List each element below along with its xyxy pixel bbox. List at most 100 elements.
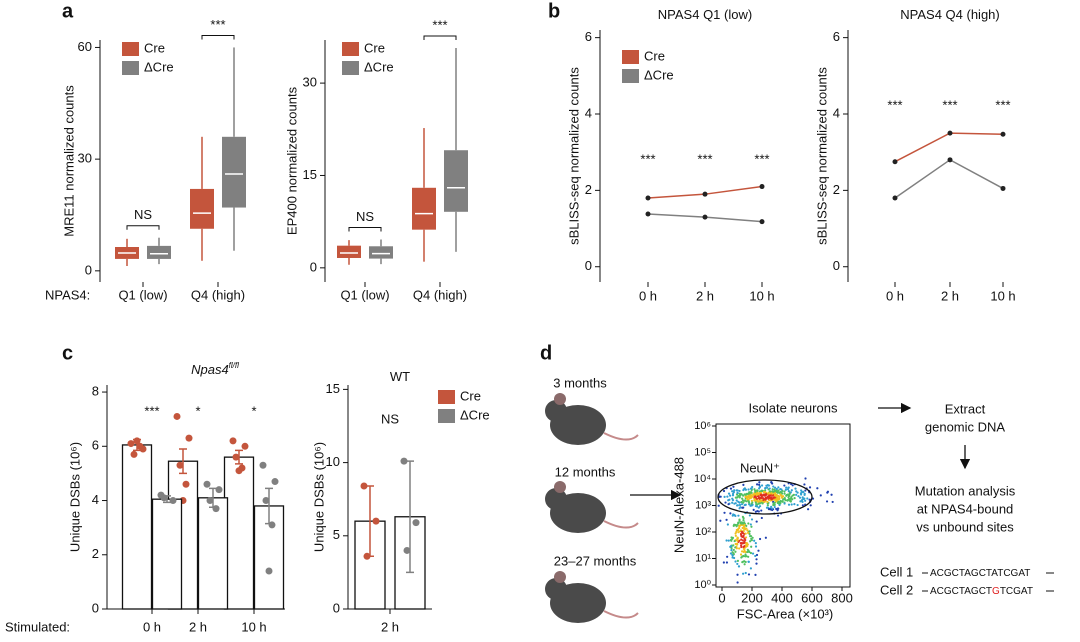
- y-tick-label: 10⁶: [694, 420, 711, 432]
- y-tick-label: 15: [326, 381, 340, 396]
- flow-dot: [786, 499, 789, 502]
- x-tick-label: Q4 (high): [413, 287, 467, 302]
- flow-dot: [787, 486, 790, 489]
- series-line: [894, 158, 1004, 199]
- legend-label: Cre: [644, 48, 665, 63]
- flow-dot: [744, 571, 747, 575]
- bar: [223, 456, 255, 610]
- flow-dot: [796, 491, 799, 494]
- flow-dot: [736, 504, 739, 507]
- flow-dot: [758, 502, 761, 505]
- flow-dot: [733, 513, 736, 517]
- annotation: NS: [356, 209, 374, 224]
- flow-dot: [742, 488, 745, 492]
- flow-dot: [739, 506, 742, 509]
- flow-dot: [743, 540, 746, 543]
- point: [759, 219, 765, 225]
- flow-dot: [725, 539, 728, 542]
- flow-dot: [736, 573, 739, 576]
- title-text: Npas4: [191, 362, 229, 377]
- step-text: genomic DNA: [925, 419, 1006, 434]
- y-tick-label: 30: [78, 151, 92, 166]
- flow-dot: [746, 548, 749, 551]
- dot: [176, 461, 184, 469]
- flow-dot: [756, 489, 759, 493]
- annotation: ***: [697, 151, 712, 166]
- flow-dot: [773, 496, 776, 499]
- dot: [265, 567, 273, 575]
- flow-dot: [739, 532, 743, 536]
- sequence-part: TCGAT: [1000, 586, 1033, 597]
- bracket: [348, 227, 382, 232]
- point: [892, 159, 898, 165]
- y-tick-label: 4: [585, 105, 592, 120]
- flow-dot: [773, 503, 776, 506]
- flow-dot: [723, 511, 726, 514]
- flow-dot: [719, 519, 722, 522]
- flow-dot: [732, 552, 735, 555]
- age-label: 23–27 months: [554, 553, 637, 568]
- sequence: ACGCTAGCTGTCGAT: [930, 586, 1033, 597]
- flow-dot: [732, 491, 735, 494]
- cell-name: Cell 2: [880, 582, 913, 597]
- dot: [182, 480, 190, 488]
- legend-label: ΔCre: [644, 67, 674, 82]
- y-tick-label: 0: [833, 258, 840, 273]
- flow-dot: [766, 500, 769, 504]
- flow-dot: [736, 562, 739, 566]
- flow-dot: [767, 484, 771, 487]
- flow-dot: [722, 489, 726, 493]
- annotation: ***: [942, 97, 957, 112]
- y-tick-label: 6: [92, 438, 99, 453]
- chart-title: WT: [390, 369, 410, 384]
- point: [1000, 131, 1006, 137]
- legend-swatch: [622, 50, 639, 64]
- flow-dot: [766, 486, 769, 489]
- flow-dot: [740, 556, 743, 559]
- flow-dot: [771, 490, 774, 493]
- flow-dot: [765, 506, 769, 509]
- annotation: ***: [432, 17, 447, 32]
- flow-dot: [771, 497, 774, 500]
- flow-dot: [754, 499, 757, 502]
- flow-dot: [749, 487, 753, 490]
- flow-dot: [764, 489, 767, 492]
- legend-swatch: [342, 42, 359, 56]
- flow-dot: [750, 545, 753, 548]
- flow-dot: [772, 485, 775, 488]
- flow-dot: [730, 536, 733, 539]
- y-tick-label: 0: [333, 600, 340, 615]
- flow-dot: [730, 539, 733, 542]
- dot: [360, 482, 368, 490]
- flow-dot: [740, 550, 744, 553]
- flow-dot: [755, 503, 758, 506]
- dot: [127, 440, 135, 448]
- flow-dot: [747, 555, 750, 558]
- y-tick-label: 30: [303, 75, 317, 90]
- point: [645, 195, 651, 201]
- x-tick-label: 0 h: [639, 288, 657, 303]
- plot-title: Isolate neurons: [749, 400, 838, 415]
- dot: [203, 480, 211, 488]
- flow-dot: [749, 504, 752, 507]
- flow-dot: [748, 497, 751, 500]
- flow-dot: [787, 503, 791, 506]
- flow-dot: [731, 492, 735, 495]
- x-tick-label: 400: [771, 590, 793, 605]
- flow-dot: [735, 530, 738, 533]
- step-text: Mutation analysis: [915, 483, 1016, 498]
- flow-dot: [746, 550, 749, 554]
- flow-dot: [784, 499, 787, 502]
- flow-dot: [736, 539, 739, 542]
- dot: [268, 521, 276, 529]
- box: [222, 136, 246, 208]
- point: [892, 195, 898, 201]
- flow-dot: [731, 501, 734, 504]
- flow-dot: [750, 537, 753, 540]
- flow-dot: [751, 485, 754, 489]
- flow-dot: [774, 492, 777, 495]
- gate: [717, 479, 813, 515]
- mice: [545, 393, 639, 623]
- flow-dot: [734, 534, 737, 537]
- flow-dot: [744, 532, 747, 535]
